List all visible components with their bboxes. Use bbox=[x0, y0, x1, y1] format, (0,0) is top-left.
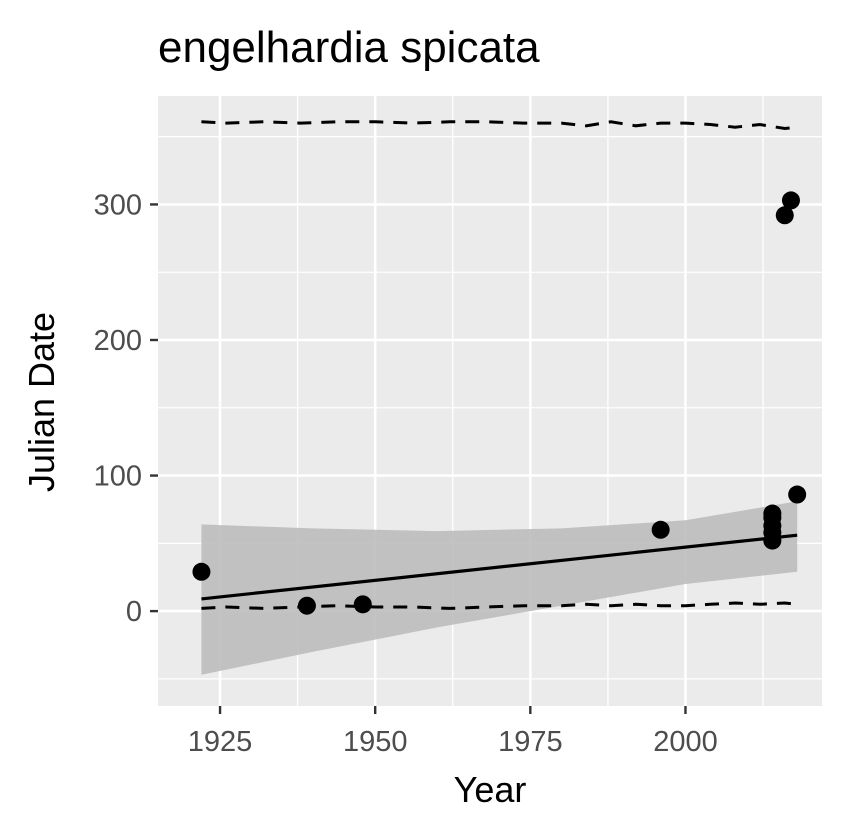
y-tick-label: 0 bbox=[126, 596, 142, 628]
y-tick-label: 200 bbox=[94, 325, 142, 357]
x-axis-title: Year bbox=[454, 769, 527, 810]
data-points bbox=[192, 191, 807, 615]
axis-ticks bbox=[150, 203, 687, 714]
y-tick-labels: 0 100 200 300 bbox=[94, 189, 142, 628]
data-point bbox=[353, 595, 372, 614]
data-point bbox=[651, 520, 670, 539]
y-tick-label: 100 bbox=[94, 461, 142, 493]
data-point bbox=[297, 596, 316, 615]
trend-line bbox=[201, 533, 798, 601]
data-point bbox=[775, 206, 794, 225]
y-tick-label: 300 bbox=[94, 189, 142, 221]
x-tick-label: 2000 bbox=[653, 726, 718, 758]
lower-dashed-line bbox=[201, 601, 798, 610]
x-tick-label: 1975 bbox=[498, 726, 563, 758]
x-tick-label: 1950 bbox=[343, 726, 408, 758]
data-point bbox=[192, 562, 211, 581]
upper-dashed-line bbox=[201, 120, 798, 131]
chart-title: engelhardia spicata bbox=[158, 23, 540, 72]
x-tick-label: 1925 bbox=[188, 726, 253, 758]
data-point bbox=[763, 504, 782, 523]
y-axis-title: Julian Date bbox=[21, 312, 62, 492]
x-tick-labels: 1925 1950 1975 2000 bbox=[188, 726, 718, 758]
confidence-band bbox=[201, 501, 798, 675]
data-point bbox=[781, 191, 800, 210]
data-point bbox=[788, 485, 807, 504]
